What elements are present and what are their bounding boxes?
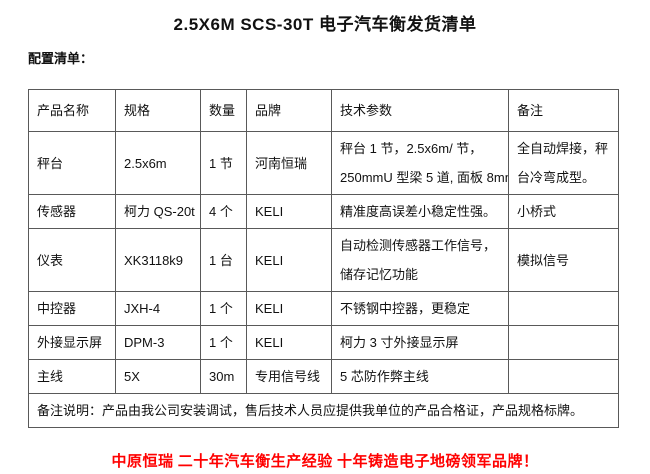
cell-note: 模拟信号 <box>508 228 619 292</box>
cell-line: 4 个 <box>209 204 233 219</box>
cell-tech-params: 5 芯防作弊主线 <box>331 359 509 394</box>
cell-tech-params: 精准度高误差小稳定性强。 <box>331 194 509 229</box>
cell-product-name: 传感器 <box>28 194 116 229</box>
table-row: 传感器 柯力 QS-20t 4 个 KELI 精准度高误差小稳定性强。 小桥式 <box>28 194 619 229</box>
column-header: 规格 <box>115 89 201 132</box>
cell-product-name: 秤台 <box>28 131 116 195</box>
cell-tech-params: 不锈钢中控器，更稳定 <box>331 291 509 326</box>
table-footnote: 备注说明：产品由我公司安装调试，售后技术人员应提供我单位的产品合格证，产品规格标… <box>28 393 619 428</box>
cell-line: 模拟信号 <box>517 252 570 268</box>
cell-product-name: 主线 <box>28 359 116 394</box>
cell-brand: KELI <box>246 291 332 326</box>
config-list-label: 配置清单： <box>28 51 94 66</box>
cell-line: 专用信号线 <box>255 369 321 384</box>
cell-line: 外接显示屏 <box>37 335 103 350</box>
column-header: 品牌 <box>246 89 332 132</box>
cell-product-name: 中控器 <box>28 291 116 326</box>
cell-line: 30m <box>209 369 235 384</box>
cell-line: 全自动焊接，秤 <box>517 141 609 156</box>
cell-quantity: 1 个 <box>200 291 247 326</box>
cell-tech-params: 秤台 1 节，2.5x6m/ 节， 250mmU 型梁 5 道, 面板 8mm <box>331 131 509 195</box>
column-header: 备注 <box>508 89 619 132</box>
cell-quantity: 4 个 <box>200 194 247 229</box>
cell-line: JXH-4 <box>124 301 161 316</box>
cell-line: 台冷弯成型。 <box>517 170 596 185</box>
table-footnote-row: 备注说明：产品由我公司安装调试，售后技术人员应提供我单位的产品合格证，产品规格标… <box>28 393 619 428</box>
cell-spec: 2.5x6m <box>115 131 201 195</box>
cell-line: 不锈钢中控器，更稳定 <box>340 301 471 316</box>
cell-line: KELI <box>255 204 284 219</box>
cell-line: XK3118k9 <box>124 252 184 268</box>
table-row: 主线 5X 30m 专用信号线 5 芯防作弊主线 <box>28 359 619 394</box>
cell-note <box>508 325 619 360</box>
cell-note <box>508 359 619 394</box>
cell-line: 储存记忆功能 <box>340 267 419 282</box>
cell-line: 柯力 3 寸外接显示屏 <box>340 335 459 350</box>
column-header: 技术参数 <box>331 89 509 132</box>
cell-quantity: 30m <box>200 359 247 394</box>
cell-brand: KELI <box>246 325 332 360</box>
cell-line: 1 节 <box>209 155 233 171</box>
page-title: 2.5X6M SCS-30T 电子汽车衡发货清单 <box>173 15 477 34</box>
cell-quantity: 1 节 <box>200 131 247 195</box>
cell-line: 1 个 <box>209 301 233 316</box>
cell-brand: 河南恒瑞 <box>246 131 332 195</box>
footer-slogan: 中原恒瑞 二十年汽车衡生产经验 十年铸造电子地磅领军品牌！ <box>111 454 539 470</box>
cell-line: 5 芯防作弊主线 <box>340 369 429 384</box>
cell-spec: 5X <box>115 359 201 394</box>
cell-spec: 柯力 QS-20t <box>115 194 201 229</box>
cell-line: 主线 <box>37 369 64 384</box>
cell-spec: DPM-3 <box>115 325 201 360</box>
column-header: 数量 <box>200 89 247 132</box>
cell-line: 1 个 <box>209 335 233 350</box>
cell-tech-params: 自动检测传感器工作信号， 储存记忆功能 <box>331 228 509 292</box>
cell-line: 2.5x6m <box>124 155 167 171</box>
cell-tech-params: 柯力 3 寸外接显示屏 <box>331 325 509 360</box>
config-table: 产品名称 规格 数量 品牌 技术参数 备注秤台 2.5x6m 1 节 河南恒瑞 秤台 1 节，2.… <box>28 89 619 428</box>
cell-brand: 专用信号线 <box>246 359 332 394</box>
cell-line: 河南恒瑞 <box>255 155 308 171</box>
table-row: 秤台 2.5x6m 1 节 河南恒瑞 秤台 1 节，2.5x6m/ 节， 250mmU 型… <box>28 131 619 195</box>
table-header-row: 产品名称 规格 数量 品牌 技术参数 备注 <box>28 89 619 132</box>
column-header: 产品名称 <box>28 89 116 132</box>
cell-line: 精准度高误差小稳定性强。 <box>340 204 497 219</box>
cell-brand: KELI <box>246 228 332 292</box>
cell-note: 全自动焊接，秤 台冷弯成型。 <box>508 131 619 195</box>
cell-spec: XK3118k9 <box>115 228 201 292</box>
cell-line: KELI <box>255 301 284 316</box>
cell-line: 250mmU 型梁 5 道, 面板 8mm <box>340 170 509 185</box>
cell-line: 小桥式 <box>517 204 557 219</box>
cell-product-name: 外接显示屏 <box>28 325 116 360</box>
cell-note <box>508 291 619 326</box>
cell-line: 传感器 <box>37 204 77 219</box>
table-row: 中控器 JXH-4 1 个 KELI 不锈钢中控器，更稳定 <box>28 291 619 326</box>
cell-brand: KELI <box>246 194 332 229</box>
cell-quantity: 1 个 <box>200 325 247 360</box>
cell-line: 仪表 <box>37 252 64 268</box>
table-row: 外接显示屏 DPM-3 1 个 KELI 柯力 3 寸外接显示屏 <box>28 325 619 360</box>
cell-product-name: 仪表 <box>28 228 116 292</box>
cell-line: 5X <box>124 369 140 384</box>
cell-spec: JXH-4 <box>115 291 201 326</box>
cell-line: DPM-3 <box>124 335 165 350</box>
cell-quantity: 1 台 <box>200 228 247 292</box>
cell-line: 秤台 1 节，2.5x6m/ 节， <box>340 141 483 156</box>
table-row: 仪表 XK3118k9 1 台 KELI 自动检测传感器工作信号， 储存记忆功能 模拟信号 <box>28 228 619 292</box>
cell-line: 秤台 <box>37 155 64 171</box>
cell-line: KELI <box>255 252 284 268</box>
cell-note: 小桥式 <box>508 194 619 229</box>
cell-line: 自动检测传感器工作信号， <box>340 238 497 253</box>
cell-line: KELI <box>255 335 284 350</box>
cell-line: 柯力 QS-20t <box>124 204 195 219</box>
cell-line: 1 台 <box>209 252 233 268</box>
cell-line: 中控器 <box>37 301 77 316</box>
